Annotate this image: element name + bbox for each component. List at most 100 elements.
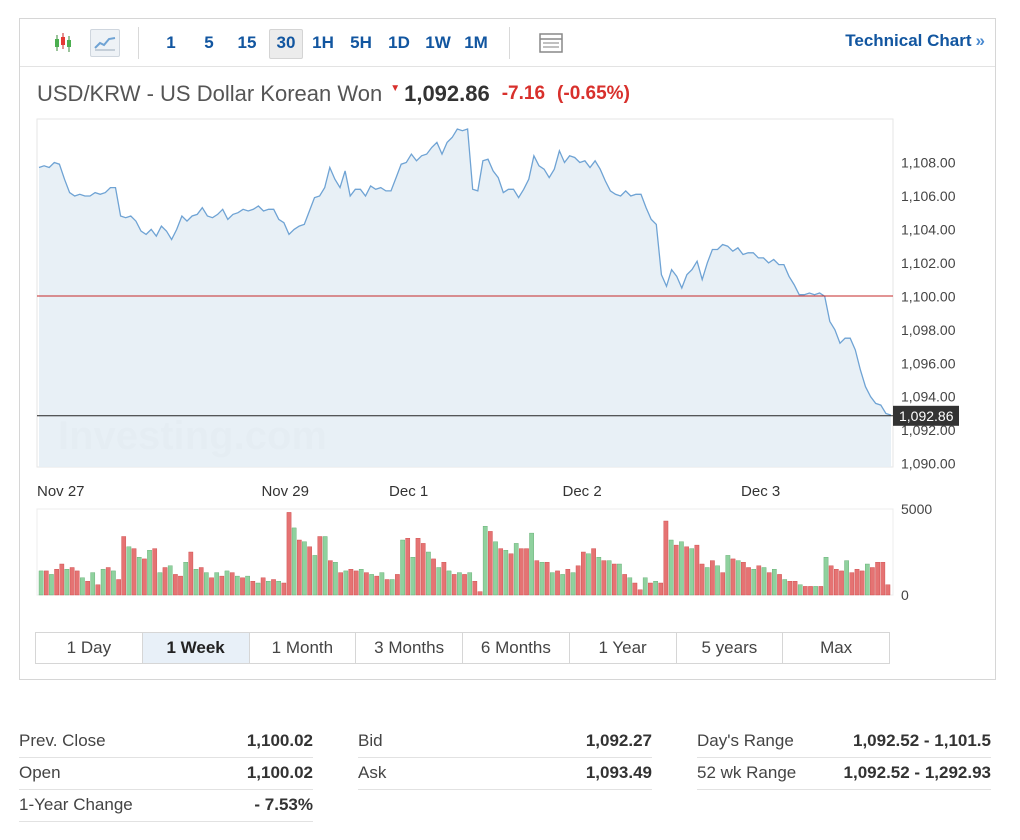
volume-bar [389,579,395,596]
technical-chart-link[interactable]: Technical Chart» [845,31,985,51]
stat-day-s-range: Day's Range 1,092.52 - 1,101.5 [697,725,991,758]
timeframe-1m[interactable]: 1M [464,33,488,52]
range-max[interactable]: Max [820,638,853,657]
stat-value: 1,093.49 [585,763,652,782]
volume-bar [384,579,390,596]
volume-tick-label: 5000 [901,501,932,517]
candlestick-chart-icon[interactable] [48,29,78,57]
last-price-badge: 1,092.86 [893,405,959,426]
range-1-month[interactable]: 1 Month [250,633,357,663]
toolbar-divider [138,27,139,59]
volume-bar [265,581,271,596]
volume-bar [467,572,473,596]
price-change-percent: (-0.65%) [557,83,630,104]
timeframe-15[interactable]: 15 [237,33,257,52]
volume-bar [203,572,209,596]
stat-value: 1,100.02 [246,731,313,750]
volume-bar [276,581,281,596]
volume-bar [157,572,163,596]
volume-bar [353,570,359,596]
quote-header: USD/KRW - US Dollar Korean Won ▼ 1,092.86-… [37,81,630,111]
range-6-months[interactable]: 6 Months [463,633,570,663]
volume-bar [477,591,483,596]
volume-bar [741,562,746,596]
volume-bar [663,520,669,596]
volume-bar [214,572,220,596]
range-1-week[interactable]: 1 Week [142,633,250,663]
volume-bar [219,575,225,596]
volume-bar [348,569,354,596]
stat-label: Open [19,763,61,782]
stat-value: - 7.53% [254,795,313,814]
volume-bar [839,570,844,596]
volume-bar [581,551,586,596]
volume-bar [431,558,436,596]
volume-bar [59,563,65,596]
volume-bar [658,582,664,596]
line-chart-icon[interactable] [90,29,120,57]
stat-1-year-change: 1-Year Change - 7.53% [19,789,313,822]
y-tick-label: 1,092.00 [901,422,956,438]
stat-label: 1-Year Change [19,795,133,814]
range-5-years[interactable]: 5 years [677,633,784,663]
price-chart[interactable]: Investing.com1,108.001,106.001,104.001,1… [20,117,995,627]
volume-bar [457,572,462,596]
timeframe-1[interactable]: 1 [166,33,176,52]
volume-bar [508,553,514,596]
last-price-badge-bg [893,405,959,426]
volume-bar [358,569,364,596]
y-tick-label: 1,096.00 [901,355,956,371]
volume-bar [834,569,839,596]
volume-bar [105,567,111,596]
range-3-months[interactable]: 3 Months [356,633,463,663]
volume-bar [136,557,142,596]
y-tick-label: 1,102.00 [901,255,956,271]
x-tick-label: Dec 2 [562,483,601,500]
volume-bar [260,577,266,596]
volume-bar [854,569,860,596]
volume-bar [116,579,121,596]
volume-bar [575,565,581,596]
stat-prev-close: Prev. Close 1,100.02 [19,725,313,758]
volume-bar [519,548,524,596]
volume-bar [591,548,596,596]
volume-bar [343,570,349,596]
stat-label: Prev. Close [19,731,106,750]
volume-bar [472,581,478,596]
timeframe-1w[interactable]: 1W [425,33,451,52]
volume-bar [152,548,158,596]
y-tick-label: 1,104.00 [901,221,956,237]
timeframe-30[interactable]: 30 [269,29,303,59]
timeframe-1h[interactable]: 1H [312,33,334,52]
timeframe-5h[interactable]: 5H [350,33,372,52]
volume-bar [704,567,710,596]
volume-bar [162,567,168,596]
y-tick-label: 1,090.00 [901,456,956,472]
range-1-day[interactable]: 1 Day [36,633,143,663]
volume-bar [503,550,509,596]
range-1-year[interactable]: 1 Year [570,633,677,663]
timeframe-5[interactable]: 5 [204,33,214,52]
volume-bar [100,569,106,596]
volume-bar [405,538,411,596]
volume-bar [286,512,292,596]
stat-label: Bid [358,731,383,750]
volume-bar [167,565,173,596]
volume-bar [777,574,782,596]
stat-value: 1,092.52 - 1,292.93 [843,763,991,782]
volume-bar [312,555,318,596]
table-view-icon[interactable] [536,29,566,57]
timeframe-1d[interactable]: 1D [388,33,410,52]
stat-52-wk-range: 52 wk Range 1,092.52 - 1,292.93 [697,757,991,790]
volume-bar [534,560,540,596]
volume-bar [865,563,870,596]
volume-bar [606,560,612,596]
volume-bar [746,567,751,596]
volume-bar [756,565,762,596]
volume-bar [85,581,90,596]
x-tick-label: Nov 29 [261,483,309,500]
volume-bar [426,551,431,596]
volume-bar [364,572,369,596]
volume-bar [38,570,44,596]
volume-bar [627,577,633,596]
